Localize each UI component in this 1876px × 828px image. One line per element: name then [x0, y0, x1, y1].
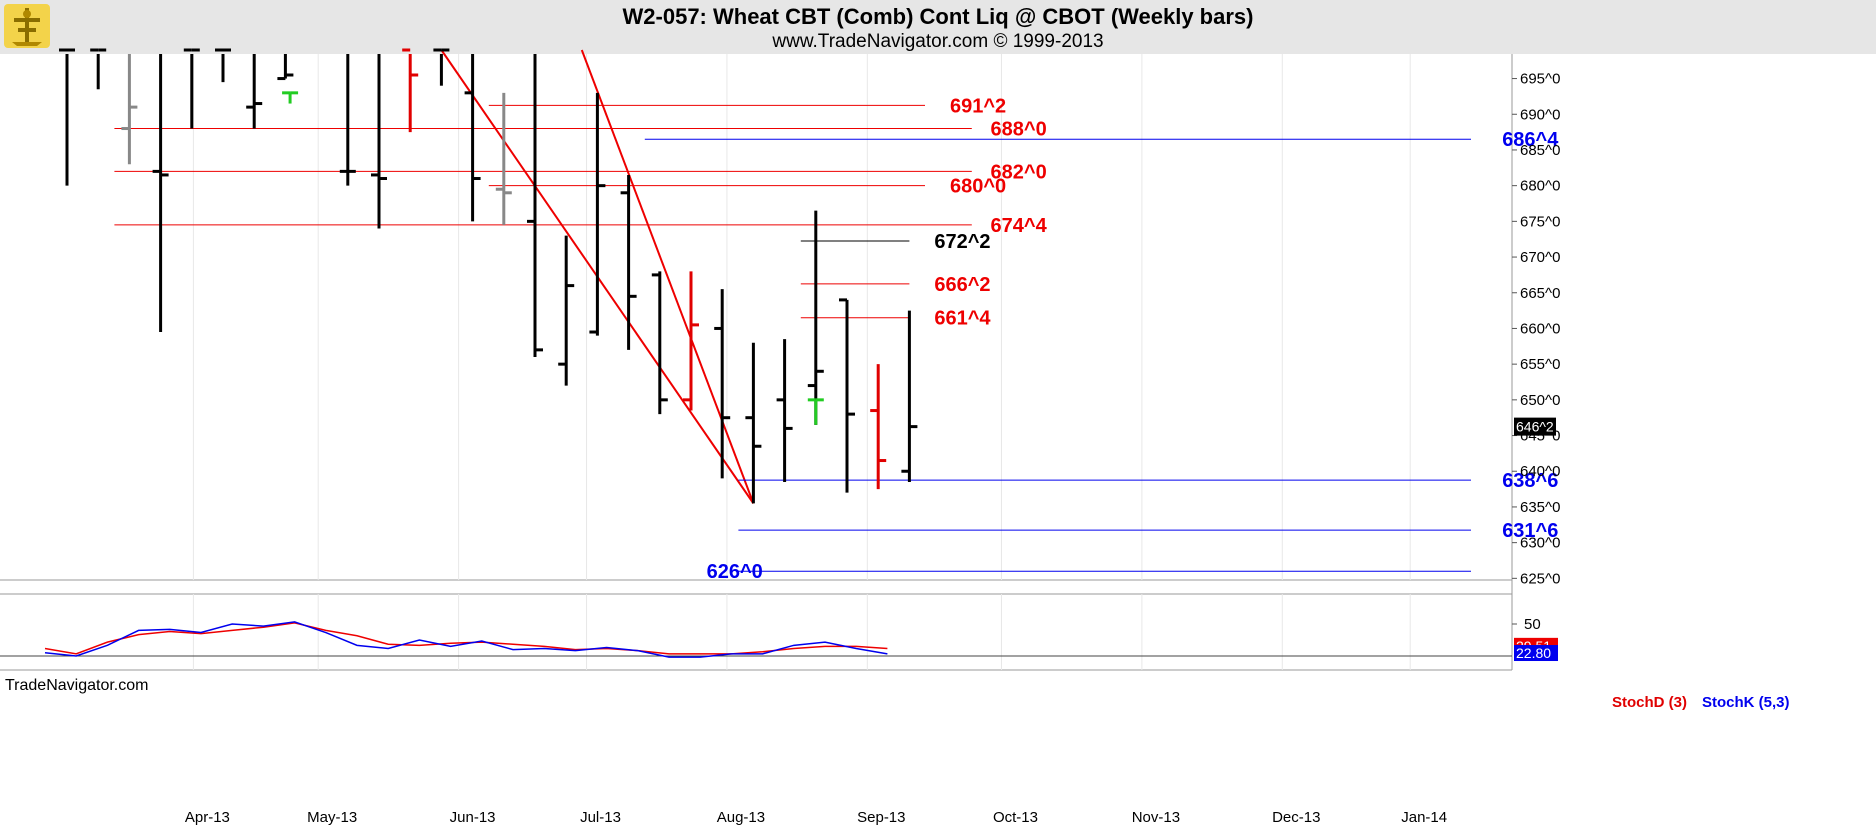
- ohlc-bar: [651, 271, 668, 415]
- last-price-box: [1514, 417, 1556, 436]
- price-tick-label: 690^0: [1520, 106, 1560, 123]
- level-label: 691^2: [950, 95, 1006, 117]
- price-tick-label: 635^0: [1520, 499, 1560, 516]
- level-label: 688^0: [991, 119, 1047, 141]
- stoch-tick-label: 50: [1524, 616, 1541, 633]
- time-tick-label: Oct-13: [993, 809, 1038, 826]
- ohlc-bar: [246, 54, 263, 129]
- time-tick-label: Jan-14: [1401, 809, 1447, 826]
- ohlc-bar: [776, 339, 793, 482]
- time-tick-label: May-13: [307, 809, 357, 826]
- ohlc-bar: [683, 271, 699, 411]
- time-tick-label: Nov-13: [1132, 809, 1180, 826]
- price-tick-label: 680^0: [1520, 178, 1560, 195]
- ohlc-bar: [282, 91, 299, 104]
- level-label: 631^6: [1502, 520, 1558, 542]
- ohlc-bar: [870, 364, 887, 490]
- chart-header: W2-057: Wheat CBT (Comb) Cont Liq @ CBOT…: [0, 0, 1876, 54]
- ohlc-bar: [620, 174, 637, 350]
- ohlc-bar: [277, 54, 294, 81]
- ohlc-bar: [402, 48, 419, 133]
- stoch-line-d: [44, 622, 888, 655]
- price-tick-label: 685^0: [1520, 142, 1560, 159]
- level-label: 661^4: [934, 308, 991, 330]
- ohlc-bar: [371, 54, 387, 229]
- price-axis: 625^0630^0635^0640^0645^0650^0655^0660^0…: [1512, 71, 1560, 587]
- level-label: 674^4: [991, 215, 1048, 237]
- ohlc-bar: [589, 92, 606, 336]
- level-label: 666^2: [934, 274, 990, 296]
- chart-subtitle: www.TradeNavigator.com © 1999-2013: [772, 31, 1104, 52]
- ohlc-bar: [745, 342, 762, 504]
- ohlc-bar: [59, 48, 75, 186]
- ohlc-bar: [121, 54, 138, 165]
- level-label: 626^0: [707, 561, 763, 583]
- ohlc-bar: [152, 54, 169, 333]
- level-label: 638^6: [1502, 470, 1558, 492]
- time-tick-label: Sep-13: [857, 809, 905, 826]
- level-label: 682^0: [991, 161, 1047, 183]
- watermark-text: TradeNavigator.com: [5, 677, 148, 694]
- ohlc-bar: [839, 298, 855, 493]
- stochd-legend: StochD (3): [1612, 694, 1687, 711]
- time-tick-label: Aug-13: [717, 809, 765, 826]
- ohlc-bar: [901, 310, 918, 482]
- last-price-label: 646^2: [1516, 419, 1554, 435]
- price-tick-label: 695^0: [1520, 71, 1560, 88]
- price-bars: [59, 48, 918, 504]
- ohlc-bar: [807, 210, 824, 425]
- level-label: 680^0: [950, 176, 1006, 198]
- chart-title: W2-057: Wheat CBT (Comb) Cont Liq @ CBOT…: [622, 4, 1254, 29]
- gridlines: [0, 54, 1513, 671]
- level-label: 672^2: [934, 231, 990, 253]
- stochastic-panel: 5029.5122.80: [0, 616, 1558, 662]
- ohlc-bar: [464, 54, 481, 222]
- time-tick-label: Dec-13: [1272, 809, 1320, 826]
- stoch-line-k: [44, 621, 888, 658]
- price-tick-label: 665^0: [1520, 285, 1560, 302]
- ohlc-bar: [215, 48, 231, 83]
- level-label: 686^4: [1502, 129, 1559, 151]
- ohlc-bar: [714, 289, 731, 479]
- ohlc-bar: [527, 54, 543, 358]
- ohlc-bar: [558, 235, 575, 386]
- trendline: [580, 49, 755, 504]
- price-tick-label: 630^0: [1520, 535, 1560, 552]
- price-tick-label: 670^0: [1520, 249, 1560, 266]
- ohlc-bar: [433, 48, 450, 86]
- price-tick-label: 655^0: [1520, 356, 1560, 373]
- price-tick-label: 660^0: [1520, 320, 1560, 337]
- trade-navigator-logo-icon: [4, 4, 50, 48]
- time-tick-label: Jun-13: [450, 809, 496, 826]
- time-tick-label: Jul-13: [580, 809, 621, 826]
- ohlc-bar: [90, 48, 107, 90]
- price-tick-label: 625^0: [1520, 570, 1560, 587]
- price-tick-label: 675^0: [1520, 213, 1560, 230]
- price-tick-label: 650^0: [1520, 392, 1560, 409]
- time-axis: Apr-13 May-13 Jun-13 Jul-13 Aug-13 Sep-13 Oct-…: [185, 809, 1447, 826]
- price-tick-label: 640^0: [1520, 463, 1560, 480]
- stoch-last-label: 22.80: [1516, 645, 1551, 661]
- ohlc-bar: [807, 398, 824, 425]
- ohlc-bar: [495, 92, 512, 225]
- ohlc-bar: [183, 48, 200, 129]
- time-tick-label: Apr-13: [185, 809, 230, 826]
- stochk-legend: StochK (5,3): [1702, 694, 1790, 711]
- stoch-last-box: [1514, 645, 1558, 662]
- ohlc-bar: [339, 54, 356, 186]
